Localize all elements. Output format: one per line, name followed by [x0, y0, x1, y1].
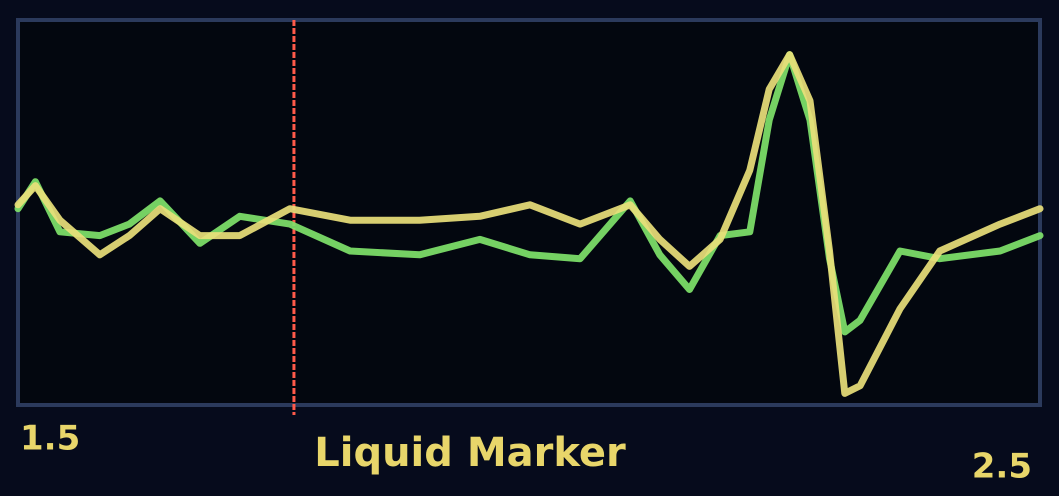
annotation: Liquid Marker — [314, 430, 626, 476]
x-tick-label: 2.5 — [972, 447, 1032, 487]
chart: Liquid Marker 1.5 2.5 — [0, 0, 1059, 496]
x-tick-label: 1.5 — [20, 419, 80, 459]
page: {"chart_data": { "type": "line", "x": [1… — [0, 0, 1059, 496]
